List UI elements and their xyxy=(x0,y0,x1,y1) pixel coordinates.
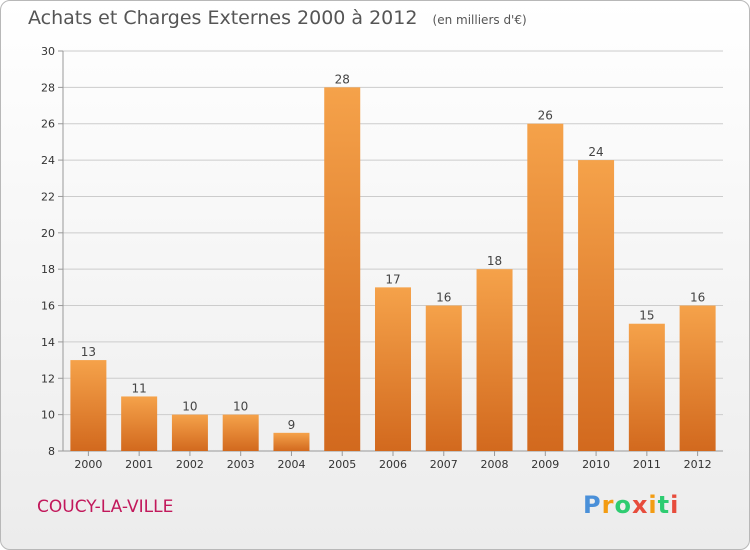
y-tick-label: 18 xyxy=(41,263,55,276)
value-label: 11 xyxy=(132,381,147,395)
town-name: COUCY-LA-VILLE xyxy=(37,497,174,517)
y-tick-label: 22 xyxy=(41,190,55,203)
x-tick-label: 2007 xyxy=(430,458,458,471)
bar-2008 xyxy=(476,269,513,451)
value-label: 26 xyxy=(538,109,553,123)
logo-letter: i xyxy=(648,491,658,519)
value-label: 10 xyxy=(233,400,248,414)
x-tick-label: 2000 xyxy=(74,458,102,471)
bar-2005 xyxy=(324,87,361,451)
y-tick-label: 8 xyxy=(48,445,55,458)
bar-2000 xyxy=(70,360,107,451)
y-tick-label: 14 xyxy=(41,336,55,349)
bar-2003 xyxy=(222,414,259,451)
bar-2001 xyxy=(121,396,158,451)
y-tick-label: 28 xyxy=(41,81,55,94)
bar-2006 xyxy=(375,287,411,451)
value-label: 9 xyxy=(288,418,296,432)
chart-unit: (en milliers d'€) xyxy=(432,13,527,27)
value-label: 10 xyxy=(182,400,197,414)
logo-letter: x xyxy=(631,491,649,519)
value-label: 18 xyxy=(487,254,502,268)
logo-letter: i xyxy=(670,491,680,519)
x-tick-label: 2005 xyxy=(328,458,356,471)
x-tick-label: 2010 xyxy=(582,458,610,471)
x-tick-label: 2006 xyxy=(379,458,407,471)
bar-2002 xyxy=(171,414,208,451)
bar-2007 xyxy=(425,305,462,451)
logo-letter: P xyxy=(583,491,602,519)
chart-title: Achats et Charges Externes 2000 à 2012 xyxy=(28,7,418,29)
value-label: 16 xyxy=(436,291,451,305)
value-label: 17 xyxy=(385,272,400,286)
x-tick-label: 2009 xyxy=(531,458,559,471)
y-tick-label: 26 xyxy=(41,118,55,131)
bar-2004 xyxy=(273,432,310,451)
x-tick-label: 2004 xyxy=(277,458,305,471)
y-tick-label: 24 xyxy=(41,154,55,167)
logo-letter: t xyxy=(657,491,671,519)
proxiti-logo: Proxiti xyxy=(583,491,679,519)
x-tick-label: 2008 xyxy=(481,458,509,471)
y-tick-label: 10 xyxy=(41,409,55,422)
y-tick-label: 20 xyxy=(41,227,55,240)
x-tick-label: 2002 xyxy=(176,458,204,471)
chart-title-block: Achats et Charges Externes 2000 à 2012 (… xyxy=(28,7,527,29)
x-tick-label: 2001 xyxy=(125,458,153,471)
x-tick-label: 2003 xyxy=(227,458,255,471)
logo-letter: r xyxy=(601,491,615,519)
bar-2009 xyxy=(527,123,564,452)
value-label: 13 xyxy=(81,345,96,359)
y-tick-label: 30 xyxy=(41,45,55,58)
bar-2012 xyxy=(679,305,716,451)
value-label: 16 xyxy=(690,291,705,305)
value-label: 24 xyxy=(588,145,603,159)
x-tick-label: 2012 xyxy=(684,458,712,471)
y-tick-label: 12 xyxy=(41,372,55,385)
value-label: 15 xyxy=(639,309,654,323)
y-tick-label: 16 xyxy=(41,300,55,313)
value-label: 28 xyxy=(335,72,350,86)
bar-2010 xyxy=(578,160,615,451)
x-tick-label: 2011 xyxy=(633,458,661,471)
logo-letter: o xyxy=(614,491,632,519)
bar-2011 xyxy=(628,323,665,451)
